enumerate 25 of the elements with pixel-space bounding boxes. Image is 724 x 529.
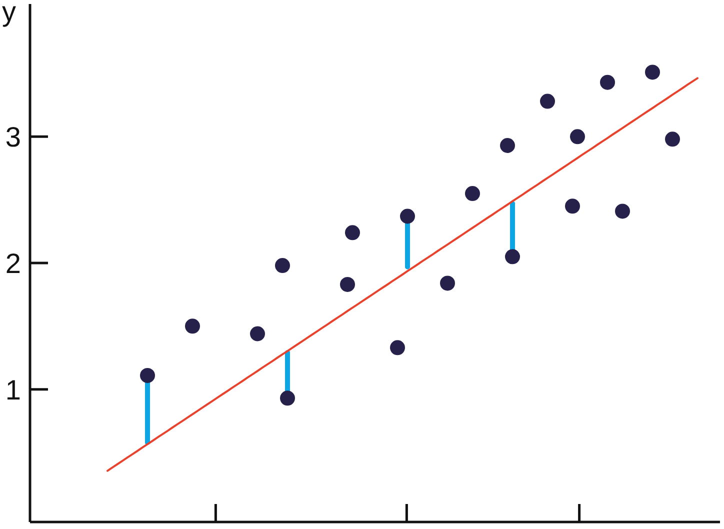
point — [645, 64, 660, 80]
point — [140, 368, 155, 383]
point — [615, 204, 630, 219]
point — [250, 326, 265, 342]
point — [505, 249, 520, 264]
point — [600, 74, 615, 90]
point — [565, 198, 580, 214]
point — [280, 390, 295, 406]
point — [665, 132, 680, 147]
y-tick-label: 2 — [5, 248, 21, 279]
point — [540, 94, 555, 109]
y-tick-label: 1 — [5, 374, 21, 406]
point — [400, 208, 415, 224]
point — [500, 138, 515, 153]
y-tick-label: 3 — [5, 122, 21, 153]
point — [345, 225, 360, 240]
line-series — [106, 77, 698, 472]
point — [185, 318, 200, 334]
point — [440, 276, 455, 291]
point — [390, 340, 405, 356]
point — [340, 276, 355, 292]
point — [465, 186, 480, 202]
point — [570, 129, 585, 144]
y-axis-title: y — [2, 0, 16, 27]
point — [275, 258, 290, 274]
